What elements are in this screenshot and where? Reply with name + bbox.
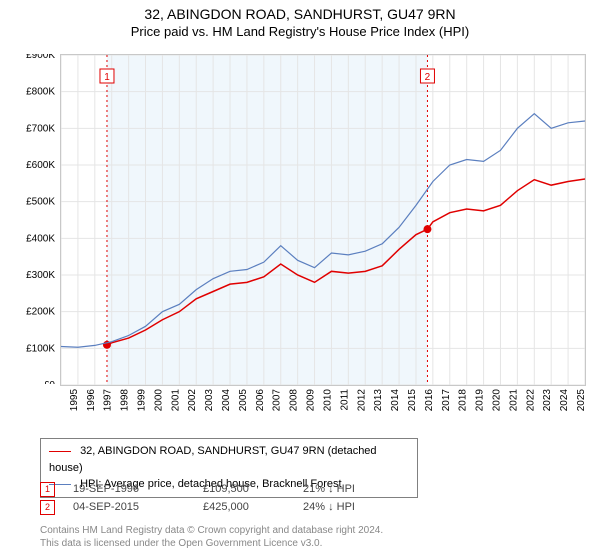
- svg-text:£500K: £500K: [26, 197, 55, 208]
- svg-text:1998: 1998: [120, 389, 131, 412]
- svg-text:1996: 1996: [86, 389, 97, 412]
- chart-title: 32, ABINGDON ROAD, SANDHURST, GU47 9RN: [0, 6, 600, 22]
- svg-text:2013: 2013: [373, 389, 384, 412]
- svg-text:2009: 2009: [306, 389, 317, 412]
- txn-delta: 21% ↓ HPI: [303, 483, 403, 495]
- svg-text:2000: 2000: [153, 389, 164, 412]
- svg-text:2010: 2010: [322, 389, 333, 412]
- svg-text:£800K: £800K: [26, 87, 55, 98]
- svg-text:2018: 2018: [458, 389, 469, 412]
- svg-text:2007: 2007: [272, 389, 283, 412]
- txn-price: £109,500: [203, 483, 303, 495]
- svg-text:2005: 2005: [238, 389, 249, 412]
- svg-text:£0: £0: [44, 380, 56, 384]
- txn-date: 19-SEP-1996: [73, 483, 203, 495]
- txn-delta: 24% ↓ HPI: [303, 501, 403, 513]
- svg-text:£100K: £100K: [26, 343, 55, 354]
- svg-text:2019: 2019: [475, 389, 486, 412]
- svg-text:2025: 2025: [576, 389, 584, 412]
- legend-item: 32, ABINGDON ROAD, SANDHURST, GU47 9RN (…: [49, 443, 409, 476]
- svg-text:2023: 2023: [542, 389, 553, 412]
- footnote-line: This data is licensed under the Open Gov…: [40, 537, 383, 550]
- svg-text:2008: 2008: [289, 389, 300, 412]
- svg-text:2017: 2017: [441, 389, 452, 412]
- table-row: 1 19-SEP-1996 £109,500 21% ↓ HPI: [40, 480, 403, 498]
- transactions-table: 1 19-SEP-1996 £109,500 21% ↓ HPI 2 04-SE…: [40, 480, 403, 516]
- svg-text:1994: 1994: [60, 389, 63, 412]
- svg-text:2011: 2011: [339, 389, 350, 411]
- chart-canvas: 12: [60, 54, 586, 386]
- legend-swatch: [49, 451, 71, 452]
- txn-marker-icon: 1: [40, 482, 55, 497]
- table-row: 2 04-SEP-2015 £425,000 24% ↓ HPI: [40, 498, 403, 516]
- svg-text:2006: 2006: [255, 389, 266, 412]
- svg-text:1997: 1997: [103, 389, 114, 412]
- svg-text:2001: 2001: [170, 389, 181, 412]
- svg-text:2014: 2014: [390, 389, 401, 412]
- footnote: Contains HM Land Registry data © Crown c…: [40, 524, 383, 550]
- svg-text:£600K: £600K: [26, 160, 55, 171]
- svg-text:1: 1: [104, 72, 110, 83]
- svg-text:1995: 1995: [69, 389, 80, 412]
- svg-text:2021: 2021: [508, 389, 519, 412]
- svg-text:2022: 2022: [525, 389, 536, 412]
- svg-text:£200K: £200K: [26, 307, 55, 318]
- svg-text:2024: 2024: [559, 389, 570, 412]
- svg-text:£300K: £300K: [26, 270, 55, 281]
- svg-text:1999: 1999: [137, 389, 148, 412]
- svg-text:2015: 2015: [407, 389, 418, 412]
- chart-subtitle: Price paid vs. HM Land Registry's House …: [0, 24, 600, 39]
- txn-price: £425,000: [203, 501, 303, 513]
- svg-text:£700K: £700K: [26, 123, 55, 134]
- svg-text:£400K: £400K: [26, 233, 55, 244]
- svg-text:2012: 2012: [356, 389, 367, 412]
- svg-text:2002: 2002: [187, 389, 198, 412]
- txn-date: 04-SEP-2015: [73, 501, 203, 513]
- svg-text:2003: 2003: [204, 389, 215, 412]
- svg-text:£900K: £900K: [26, 54, 55, 61]
- svg-text:2: 2: [425, 72, 431, 83]
- svg-text:2004: 2004: [221, 389, 232, 412]
- svg-text:2020: 2020: [491, 389, 502, 412]
- footnote-line: Contains HM Land Registry data © Crown c…: [40, 524, 383, 537]
- txn-marker-icon: 2: [40, 500, 55, 515]
- legend-label: 32, ABINGDON ROAD, SANDHURST, GU47 9RN (…: [49, 445, 377, 474]
- svg-text:2016: 2016: [424, 389, 435, 412]
